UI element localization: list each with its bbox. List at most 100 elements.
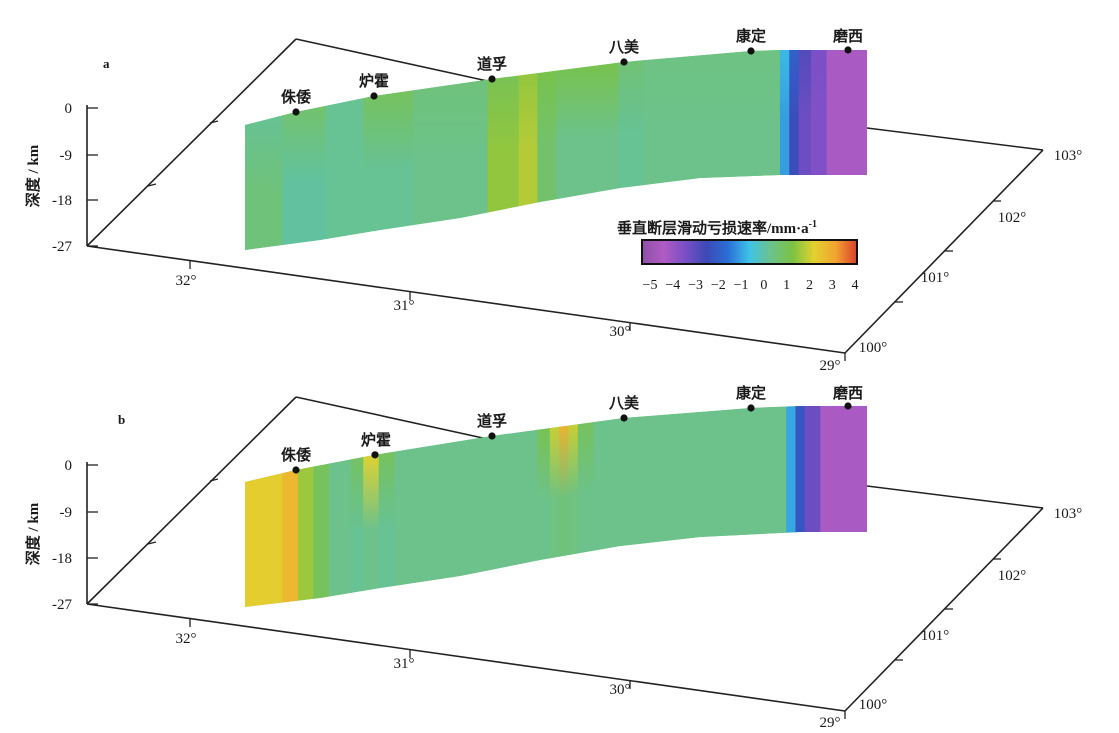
station-label: 侏倭 — [281, 446, 312, 464]
panel-a-depth-ticks: 0 -9 -18 -27 — [52, 101, 72, 255]
depth-tick-label: -27 — [52, 239, 72, 255]
profile-cell — [518, 71, 538, 209]
panel-a: a 深度 / km 0 -9 -18 -27 32° 31° 30° 29° 1… — [24, 27, 1083, 374]
panel-b-frame — [86, 396, 1044, 719]
station-label: 炉霍 — [361, 431, 391, 449]
longitude-tick-label: 102° — [998, 568, 1027, 584]
station-label: 道孚 — [477, 55, 507, 73]
profile-cell — [394, 427, 538, 588]
colorbar-tick-label: −1 — [734, 278, 749, 293]
profile-cell — [282, 103, 327, 248]
station-marker — [620, 58, 628, 66]
latitude-tick-label: 30° — [610, 324, 631, 340]
depth-tick-label: 0 — [65, 458, 73, 474]
station-label: 康定 — [736, 384, 766, 402]
profile-cell — [350, 455, 364, 595]
colorbar-tick-label: −3 — [688, 278, 703, 293]
profile-cell — [811, 50, 828, 177]
latitude-tick-label: 29° — [820, 358, 841, 374]
panel-a-slip-deficit-profile — [245, 50, 867, 250]
latitude-tick-label: 31° — [394, 298, 415, 314]
profile-cell — [826, 50, 867, 177]
station-marker — [747, 404, 755, 412]
depth-tick-label: -9 — [60, 505, 73, 521]
profile-cell — [378, 449, 395, 591]
profile-cell — [556, 60, 619, 202]
depth-tick-label: -9 — [60, 148, 73, 164]
station-marker — [292, 466, 300, 474]
station-label: 磨西 — [832, 384, 863, 402]
station-marker — [620, 414, 628, 422]
panel-b: b 深度 / km 0 -9 -18 -27 32° 31° 30° 29° 1… — [24, 384, 1083, 731]
panel-b-stations: 侏倭 炉霍 道孚 八美 康定 磨西 — [281, 384, 863, 474]
profile-cell — [795, 406, 806, 535]
station-marker — [292, 108, 300, 116]
profile-cell — [618, 58, 644, 191]
latitude-tick-label: 30° — [610, 682, 631, 698]
profile-cell — [804, 406, 821, 534]
depth-tick-label: -27 — [52, 597, 72, 613]
panel-a-frame — [86, 38, 1044, 361]
profile-cell — [643, 50, 781, 188]
station-label: 八美 — [608, 38, 640, 56]
longitude-tick-label: 103° — [1054, 506, 1083, 522]
panel-a-label: a — [103, 56, 110, 71]
profile-cell — [786, 406, 797, 535]
station-marker — [747, 47, 755, 55]
longitude-tick-label: 100° — [859, 340, 888, 356]
station-label: 康定 — [736, 27, 766, 45]
profile-cell — [313, 461, 330, 601]
longitude-tick-label: 100° — [859, 697, 888, 713]
colorbar-title-text: 垂直断层滑动亏损速率/mm·a — [617, 219, 809, 237]
profile-cell — [245, 113, 283, 250]
station-marker — [488, 432, 496, 440]
station-label: 侏倭 — [281, 88, 312, 106]
profile-cell — [559, 423, 570, 559]
profile-cell — [363, 452, 380, 593]
profile-cell — [245, 471, 283, 607]
station-label: 道孚 — [477, 412, 507, 430]
profile-cell — [282, 467, 299, 605]
depth-tick-label: 0 — [65, 101, 73, 117]
colorbar-tick-label: 0 — [760, 278, 767, 293]
panel-a-latitude-ticks: 32° 31° 30° 29° — [176, 273, 841, 374]
profile-cell — [593, 406, 787, 553]
latitude-tick-label: 32° — [176, 631, 197, 647]
colorbar-tick-label: 1 — [783, 278, 790, 293]
profile-cell — [328, 457, 352, 599]
colorbar-title-exponent: -1 — [809, 219, 817, 230]
depth-tick-label: -18 — [52, 193, 72, 209]
profile-cell — [487, 73, 520, 215]
profile-cell — [820, 406, 867, 534]
panel-b-depth-axis-title: 深度 / km — [24, 502, 42, 565]
profile-cell — [297, 464, 315, 603]
depth-tick-label: -18 — [52, 551, 72, 567]
station-marker — [370, 92, 378, 100]
colorbar-tick-label: 2 — [806, 278, 813, 293]
latitude-tick-label: 29° — [820, 715, 841, 731]
colorbar-tick-label: −5 — [643, 278, 658, 293]
longitude-tick-label: 101° — [921, 628, 950, 644]
station-marker — [844, 46, 852, 54]
station-label: 磨西 — [832, 27, 863, 45]
longitude-tick-label: 102° — [998, 210, 1027, 226]
latitude-tick-label: 32° — [176, 273, 197, 289]
station-marker — [844, 402, 852, 410]
profile-cell — [363, 88, 414, 235]
profile-cell — [789, 50, 800, 177]
panel-b-longitude-ticks: 100° 101° 102° 103° — [859, 506, 1083, 713]
panel-b-slip-deficit-profile — [245, 406, 867, 607]
colorbar-tick-label: −2 — [711, 278, 726, 293]
panel-b-depth-ticks: 0 -9 -18 -27 — [52, 458, 72, 613]
profile-cell — [412, 77, 489, 228]
longitude-tick-label: 103° — [1054, 148, 1083, 164]
colorbar-ticks: −5 −4 −3 −2 −1 0 1 2 3 4 — [643, 278, 859, 293]
profile-cell — [577, 420, 594, 556]
profile-cell — [537, 68, 557, 205]
profile-cell — [549, 424, 560, 561]
colorbar-tick-label: −4 — [665, 278, 680, 293]
station-marker — [371, 451, 379, 459]
profile-cell — [537, 426, 551, 563]
panel-a-depth-axis-title: 深度 / km — [24, 144, 42, 207]
